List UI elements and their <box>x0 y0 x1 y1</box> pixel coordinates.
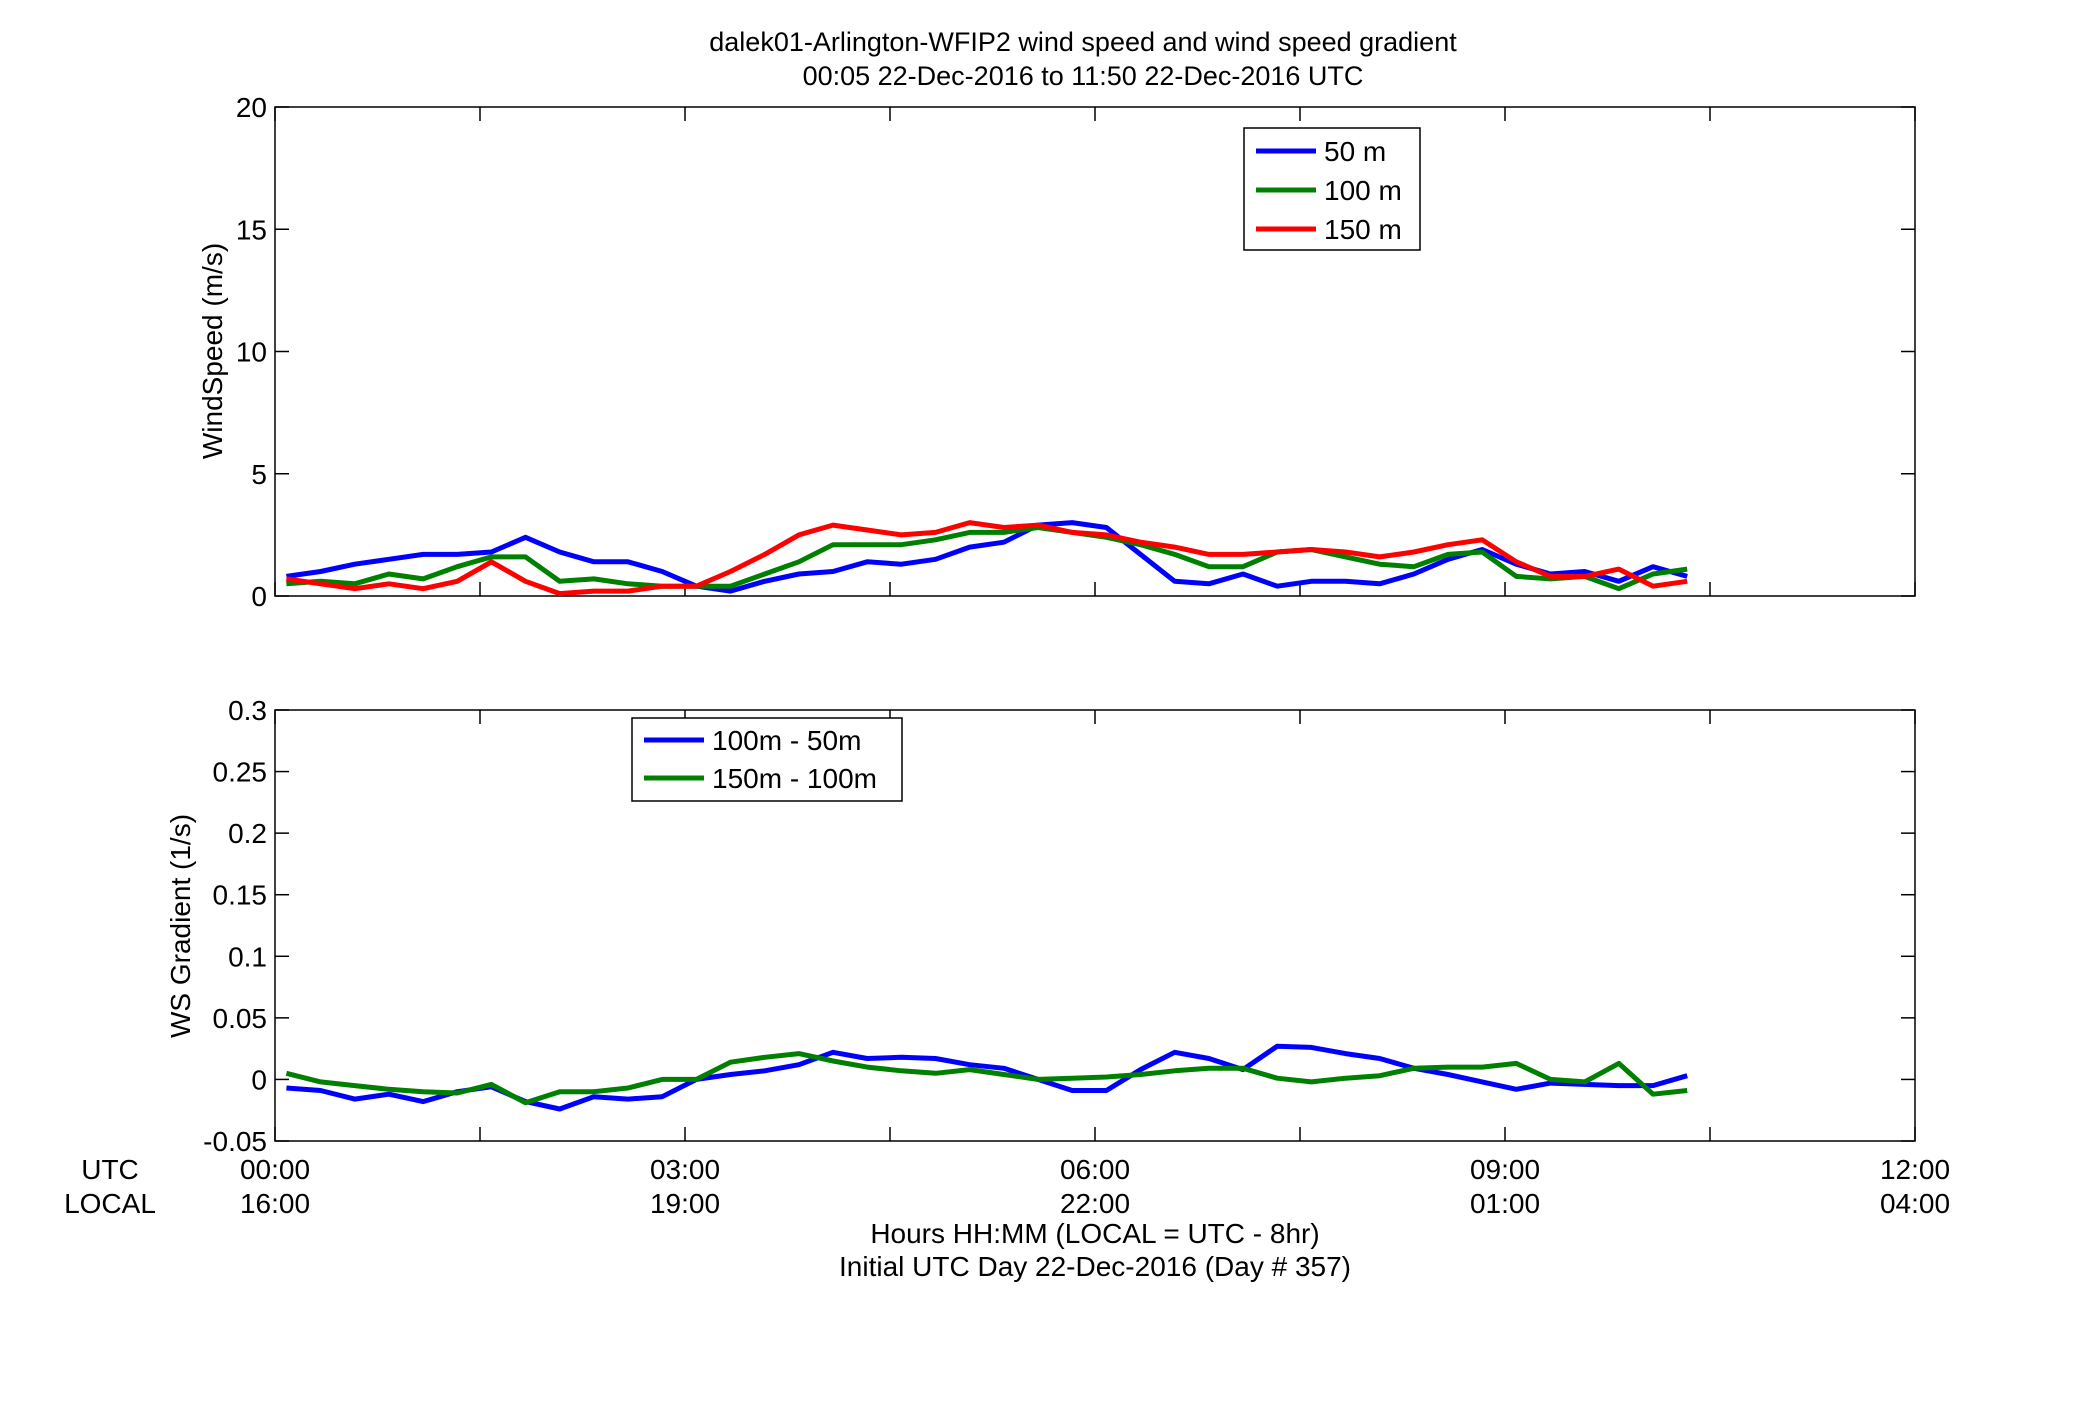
utc-tick-label: 09:00 <box>1470 1154 1540 1185</box>
local-row-label: LOCAL <box>64 1188 156 1219</box>
windspeed-y-ticks: 0 5 10 15 20 <box>236 92 1915 612</box>
windspeed-ytick-label: 5 <box>251 459 267 490</box>
gradient-panel: -0.05 0 0.05 0.1 0.15 0.2 0.25 0.3 WS Gradient … <box>165 695 1916 1157</box>
windspeed-plot-area <box>274 106 1916 597</box>
utc-tick-label: 06:00 <box>1060 1154 1130 1185</box>
gradient-y-ticks: -0.05 0 0.05 0.1 0.15 0.2 0.25 0.3 <box>203 695 1915 1157</box>
legend-label-100m: 100 m <box>1324 175 1402 206</box>
gradient-x-ticks <box>274 710 1916 1141</box>
gradient-plot-area <box>274 709 1916 1142</box>
legend-label-100m-50m: 100m - 50m <box>712 725 861 756</box>
windspeed-ytick-label: 10 <box>236 337 267 368</box>
x-axis-label: Hours HH:MM (LOCAL = UTC - 8hr) <box>870 1218 1319 1249</box>
utc-row-label: UTC <box>81 1154 139 1185</box>
windspeed-series-line-0 <box>286 520 1688 594</box>
legend-label-150m-100m: 150m - 100m <box>712 763 877 794</box>
gradient-legend: 100m - 50m 150m - 100m <box>631 717 903 802</box>
windspeed-series-line-2 <box>286 520 1688 597</box>
local-tick-label: 19:00 <box>650 1188 720 1219</box>
initial-day-note: Initial UTC Day 22-Dec-2016 (Day # 357) <box>839 1251 1351 1282</box>
windspeed-series-line-1 <box>286 525 1688 592</box>
windspeed-y-axis-label: WindSpeed (m/s) <box>197 243 228 459</box>
windspeed-legend: 50 m 100 m 150 m <box>1243 127 1421 251</box>
gradient-legend-box <box>631 717 903 802</box>
gradient-ytick-label: 0.15 <box>213 880 268 911</box>
windspeed-panel: 0 5 10 15 20 WindSpeed (m/s) 50 m 100 m 150 … <box>197 92 1916 612</box>
legend-label-150m: 150 m <box>1324 214 1402 245</box>
local-tick-label: 16:00 <box>240 1188 310 1219</box>
gradient-series-line-1 <box>285 1051 1688 1106</box>
gradient-y-axis-label: WS Gradient (1/s) <box>165 814 196 1038</box>
gradient-ytick-label: 0.05 <box>213 1003 268 1034</box>
local-tick-label: 22:00 <box>1060 1188 1130 1219</box>
chart-subtitle: 00:05 22-Dec-2016 to 11:50 22-Dec-2016 U… <box>803 61 1364 91</box>
utc-tick-label: 03:00 <box>650 1154 720 1185</box>
utc-tick-label: 00:00 <box>240 1154 310 1185</box>
gradient-ytick-label: 0.1 <box>228 941 267 972</box>
gradient-ytick-label: 0.25 <box>213 757 268 788</box>
windspeed-ytick-label: 20 <box>236 92 267 123</box>
windspeed-lines <box>286 520 1688 597</box>
gradient-ytick-label: 0.2 <box>228 818 267 849</box>
gradient-ytick-label: 0 <box>251 1064 267 1095</box>
windspeed-ytick-label: 15 <box>236 214 267 245</box>
utc-tick-label: 12:00 <box>1880 1154 1950 1185</box>
gradient-ytick-label: -0.05 <box>203 1126 267 1157</box>
windspeed-ytick-label: 0 <box>251 581 267 612</box>
local-tick-label: 04:00 <box>1880 1188 1950 1219</box>
local-tick-label: 01:00 <box>1470 1188 1540 1219</box>
windspeed-x-ticks <box>274 107 1916 596</box>
legend-label-50m: 50 m <box>1324 136 1386 167</box>
gradient-lines <box>285 1043 1688 1112</box>
chart-title: dalek01-Arlington-WFIP2 wind speed and w… <box>709 27 1457 57</box>
gradient-ytick-label: 0.3 <box>228 695 267 726</box>
